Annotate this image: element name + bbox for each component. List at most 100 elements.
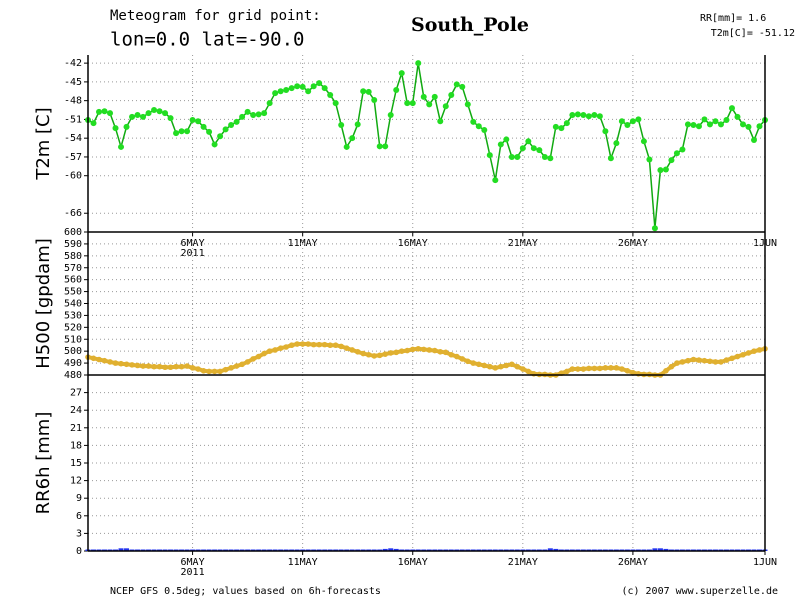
marker [586, 365, 592, 372]
plots: T2m [C] -42 -45 -48 -51 -54 -57 -60 -66 6MAY 11MAY… [33, 55, 777, 578]
y-tick-label: -42 [64, 58, 82, 69]
marker [486, 152, 493, 159]
marker [723, 357, 730, 363]
bar [553, 548, 559, 551]
marker [305, 88, 312, 95]
marker [118, 360, 124, 367]
marker [283, 87, 290, 94]
marker [575, 366, 581, 372]
marker [745, 123, 752, 130]
title-line1: Meteogram for grid point: [110, 8, 321, 24]
marker [464, 101, 471, 108]
marker [239, 113, 246, 120]
marker [690, 356, 697, 363]
marker [327, 342, 333, 349]
marker [266, 348, 273, 354]
marker [343, 143, 350, 150]
marker [145, 363, 152, 369]
marker [107, 110, 114, 117]
marker [321, 341, 328, 348]
marker [481, 127, 488, 134]
marker [707, 358, 713, 365]
bar [382, 548, 388, 551]
marker [195, 118, 202, 125]
marker [404, 100, 411, 107]
marker [382, 351, 389, 357]
marker [134, 112, 141, 119]
marker [530, 145, 537, 152]
marker [266, 100, 273, 107]
x-tick-label: 26MAY [618, 557, 648, 568]
marker [200, 368, 207, 374]
marker [470, 118, 477, 125]
marker [294, 83, 301, 90]
marker [299, 341, 306, 347]
marker [717, 121, 724, 128]
marker [184, 128, 191, 135]
marker [497, 141, 504, 148]
marker [608, 365, 614, 371]
marker [283, 344, 289, 350]
marker [706, 121, 713, 128]
y-tick-label: 3 [76, 528, 82, 539]
marker [448, 92, 455, 99]
marker [619, 366, 625, 372]
marker [558, 125, 565, 132]
marker [156, 363, 163, 370]
marker [393, 87, 400, 94]
y-axis-label: T2m [C] [33, 107, 54, 180]
marker [607, 155, 614, 162]
marker [288, 342, 295, 349]
marker [349, 347, 355, 353]
marker [734, 113, 741, 120]
marker [580, 112, 587, 119]
marker [360, 350, 367, 357]
y-tick-label: 18 [70, 440, 82, 451]
marker [442, 349, 449, 356]
marker [734, 353, 741, 360]
marker [618, 118, 625, 125]
marker [602, 365, 609, 371]
marker [728, 105, 735, 112]
marker [277, 345, 284, 351]
x-tick-label: 11MAY [288, 238, 318, 249]
y-tick-label: 24 [70, 405, 82, 416]
y-tick-label: 560 [64, 275, 82, 286]
y-tick-label: 480 [64, 370, 82, 381]
series-line [87, 62, 766, 229]
marker [233, 363, 240, 369]
marker [475, 123, 482, 130]
marker [701, 116, 708, 123]
marker [492, 365, 499, 371]
y-tick-label: 510 [64, 334, 82, 345]
y-tick-label: 490 [64, 358, 82, 369]
marker [756, 123, 763, 130]
marker [695, 123, 702, 130]
y-tick-label: 520 [64, 322, 82, 333]
marker [376, 352, 383, 359]
marker [101, 357, 108, 364]
marker [112, 125, 119, 132]
marker [272, 90, 279, 97]
marker [211, 141, 218, 148]
y-tick-label: -60 [64, 171, 82, 182]
marker [459, 356, 466, 362]
marker [90, 355, 97, 362]
y-tick-label: -54 [64, 133, 82, 144]
marker [596, 113, 603, 120]
marker [140, 113, 147, 120]
marker [118, 143, 125, 150]
marker [580, 366, 587, 372]
marker [635, 371, 642, 377]
y-tick-label: 590 [64, 239, 82, 250]
marker [228, 365, 234, 371]
marker [712, 359, 719, 365]
y-axis-label: H500 [gpdam] [33, 238, 54, 369]
marker [569, 366, 576, 372]
marker [701, 357, 708, 364]
marker [508, 153, 515, 160]
y-tick-label: 600 [64, 227, 82, 238]
marker [129, 362, 135, 368]
marker [189, 365, 196, 371]
